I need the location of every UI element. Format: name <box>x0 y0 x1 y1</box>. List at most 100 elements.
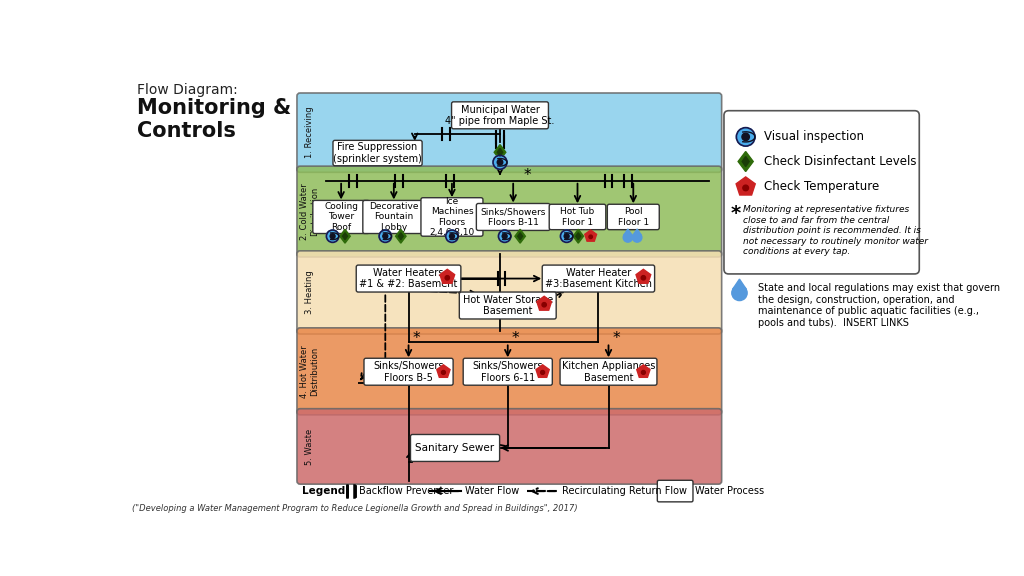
Text: Flow Diagram:: Flow Diagram: <box>137 83 238 97</box>
Circle shape <box>732 285 748 301</box>
Circle shape <box>327 230 339 242</box>
Circle shape <box>499 230 511 242</box>
FancyBboxPatch shape <box>313 200 370 233</box>
FancyBboxPatch shape <box>364 358 453 385</box>
Text: Ice
Machines
Floors
2,4,6,8,10: Ice Machines Floors 2,4,6,8,10 <box>429 197 474 237</box>
Circle shape <box>633 233 642 242</box>
Text: 1. Receiving: 1. Receiving <box>305 107 313 158</box>
FancyBboxPatch shape <box>333 141 422 166</box>
Circle shape <box>589 235 593 238</box>
FancyBboxPatch shape <box>657 480 693 502</box>
Text: Check Disinfectant Levels: Check Disinfectant Levels <box>764 155 916 168</box>
Circle shape <box>493 156 507 169</box>
Circle shape <box>564 234 569 238</box>
Circle shape <box>498 160 503 165</box>
Text: *: * <box>612 331 621 346</box>
FancyBboxPatch shape <box>476 203 550 230</box>
Text: 4. Hot Water
Distribution: 4. Hot Water Distribution <box>300 345 319 397</box>
Text: State and local regulations may exist that govern
the design, construction, oper: State and local regulations may exist th… <box>758 283 1000 328</box>
Circle shape <box>383 234 388 238</box>
Polygon shape <box>343 233 347 240</box>
FancyBboxPatch shape <box>297 93 722 172</box>
FancyBboxPatch shape <box>463 358 552 385</box>
Text: Backflow Preventer: Backflow Preventer <box>359 486 454 496</box>
Circle shape <box>641 276 645 280</box>
FancyBboxPatch shape <box>724 111 920 274</box>
Text: Monitoring at representative fixtures
close to and far from the central
distribu: Monitoring at representative fixtures cl… <box>742 206 928 256</box>
FancyBboxPatch shape <box>297 251 722 334</box>
Polygon shape <box>395 229 407 243</box>
Text: *: * <box>523 168 530 183</box>
Circle shape <box>742 185 749 191</box>
Polygon shape <box>518 233 522 240</box>
FancyBboxPatch shape <box>421 198 483 236</box>
Text: Water Heater
#3:Basement Kitchen: Water Heater #3:Basement Kitchen <box>545 268 652 289</box>
Text: Water Heaters
#1 & #2: Basement: Water Heaters #1 & #2: Basement <box>359 268 458 289</box>
Text: *: * <box>413 331 420 346</box>
Circle shape <box>502 234 507 238</box>
Circle shape <box>742 133 750 141</box>
Text: Pool
Floor 1: Pool Floor 1 <box>617 207 649 227</box>
Circle shape <box>736 128 755 146</box>
FancyBboxPatch shape <box>549 204 606 230</box>
Polygon shape <box>738 151 754 172</box>
Text: Check Temperature: Check Temperature <box>764 180 879 194</box>
Polygon shape <box>742 157 750 166</box>
Polygon shape <box>495 145 506 160</box>
Circle shape <box>450 234 455 238</box>
FancyBboxPatch shape <box>362 200 425 233</box>
Circle shape <box>541 370 545 374</box>
Polygon shape <box>732 279 746 290</box>
Text: Water Flow: Water Flow <box>465 486 519 496</box>
Polygon shape <box>536 365 549 377</box>
Circle shape <box>441 370 445 374</box>
Polygon shape <box>575 233 581 240</box>
Text: Sinks/Showers
Floors B-5: Sinks/Showers Floors B-5 <box>374 361 443 382</box>
Text: Cooling
Tower
Roof: Cooling Tower Roof <box>325 202 358 232</box>
Text: 2. Cold Water
Distribution: 2. Cold Water Distribution <box>300 183 319 240</box>
FancyBboxPatch shape <box>460 292 556 319</box>
Text: Fire Suppression
(sprinkler system): Fire Suppression (sprinkler system) <box>333 142 422 164</box>
Text: Decorative
Fountain
Lobby: Decorative Fountain Lobby <box>369 202 419 232</box>
Circle shape <box>560 230 572 242</box>
Text: Water Process: Water Process <box>695 486 765 496</box>
Polygon shape <box>398 233 403 240</box>
FancyBboxPatch shape <box>297 409 722 484</box>
Text: Monitoring &
Controls: Monitoring & Controls <box>137 98 292 141</box>
Polygon shape <box>498 149 503 156</box>
Text: Legend:: Legend: <box>302 486 352 496</box>
FancyBboxPatch shape <box>297 328 722 415</box>
Text: Sanitary Sewer: Sanitary Sewer <box>416 443 495 453</box>
Text: 3. Heating: 3. Heating <box>305 271 313 314</box>
Circle shape <box>624 233 633 242</box>
Polygon shape <box>573 229 584 243</box>
Polygon shape <box>437 365 451 377</box>
Text: *: * <box>512 331 519 346</box>
Polygon shape <box>515 229 525 243</box>
FancyBboxPatch shape <box>543 265 654 292</box>
Polygon shape <box>633 229 641 236</box>
FancyBboxPatch shape <box>452 102 549 129</box>
Polygon shape <box>636 270 650 283</box>
Polygon shape <box>736 177 756 195</box>
Circle shape <box>330 234 335 238</box>
Text: Kitchen Appliances
Basement: Kitchen Appliances Basement <box>562 361 655 382</box>
FancyBboxPatch shape <box>411 434 500 461</box>
Text: ("Developing a Water Management Program to Reduce Legionella Growth and Spread i: ("Developing a Water Management Program … <box>132 503 578 513</box>
FancyBboxPatch shape <box>560 358 657 385</box>
FancyBboxPatch shape <box>356 265 461 292</box>
FancyBboxPatch shape <box>607 204 659 230</box>
Polygon shape <box>440 270 455 283</box>
Polygon shape <box>624 229 632 236</box>
Text: *: * <box>731 204 741 223</box>
Polygon shape <box>637 365 650 377</box>
Text: Sinks/Showers
Floors 6-11: Sinks/Showers Floors 6-11 <box>472 361 543 382</box>
Polygon shape <box>340 229 350 243</box>
Text: Hot Water Storage
Basement: Hot Water Storage Basement <box>463 295 553 316</box>
Circle shape <box>542 302 547 307</box>
Polygon shape <box>585 230 597 241</box>
Text: Sinks/Showers
Floors B-11: Sinks/Showers Floors B-11 <box>480 207 546 227</box>
Circle shape <box>379 230 391 242</box>
Text: Municipal Water
4" pipe from Maple St.: Municipal Water 4" pipe from Maple St. <box>445 104 555 126</box>
Text: Hot Tub
Floor 1: Hot Tub Floor 1 <box>560 207 595 227</box>
